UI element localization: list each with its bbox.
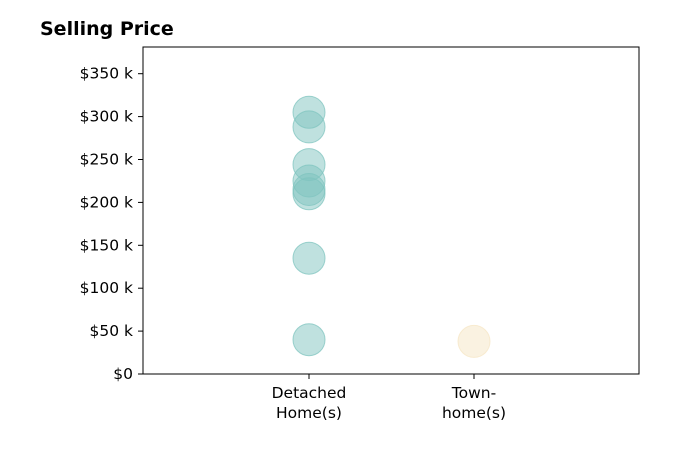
y-tick-label: $100 k xyxy=(80,279,133,297)
chart-marks xyxy=(292,95,491,358)
y-tick-label: $150 k xyxy=(80,236,133,254)
data-point xyxy=(292,110,326,144)
y-tick-label: $200 k xyxy=(80,193,133,211)
y-tick-label: $250 k xyxy=(80,151,133,169)
data-point xyxy=(292,323,326,357)
x-tick-label: Town- xyxy=(451,384,496,402)
y-tick-label: $300 k xyxy=(80,108,133,126)
y-axis: $0 $50 k $100 k $150 k $200 k $250 k $300 k $35… xyxy=(80,65,143,383)
y-tick-label: $0 xyxy=(113,365,133,383)
x-tick-label: home(s) xyxy=(442,404,506,422)
x-axis: Detached Home(s) Town-home(s) xyxy=(272,374,506,422)
x-tick-label: Home(s) xyxy=(276,404,342,422)
x-tick-label: Detached xyxy=(272,384,347,402)
y-tick-label: $50 k xyxy=(90,322,134,340)
y-tick-label: $350 k xyxy=(80,65,133,83)
data-point xyxy=(292,177,326,211)
data-point xyxy=(457,324,491,358)
chart-title: Selling Price xyxy=(40,18,174,40)
plot-area-frame xyxy=(142,46,640,375)
data-point xyxy=(292,241,326,275)
